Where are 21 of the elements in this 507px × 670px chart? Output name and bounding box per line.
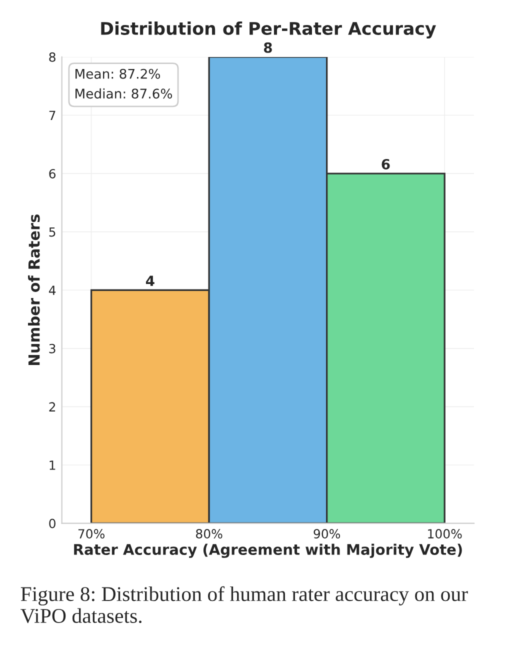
y-tick-label: 3 [49,344,56,354]
data-label: 6 [382,158,390,170]
caption: Figure 8: Distribution of human rater accuracy on our ViPO datasets. [20,586,468,624]
y-tick-label: 7 [49,110,56,120]
y-tick-label: 0 [49,518,56,528]
y-axis-title: Number of Raters [28,214,40,365]
data-label: 4 [146,276,154,286]
y-tick-label: 6 [49,169,56,178]
x-tick-label: 70% [78,529,104,538]
x-axis-title: Rater Accuracy (Agreement with Majority Vote) [74,544,462,558]
x-tick-label: 90% [314,529,340,538]
x-tick-label: 80% [196,529,222,538]
x-tick-label: 100% [428,529,462,538]
y-tick-label: 4 [48,286,56,295]
y-tick-label: 5 [49,227,56,237]
y-tick-label: 1 [50,460,56,470]
y-tick-label: 8 [49,52,56,62]
chart-title: Distribution of Per-Rater Accuracy [101,22,436,38]
y-tick-label: 2 [49,402,56,412]
annotation: Mean: 87.2% Median: 87.6% [76,68,172,99]
data-label: 8 [264,42,272,53]
